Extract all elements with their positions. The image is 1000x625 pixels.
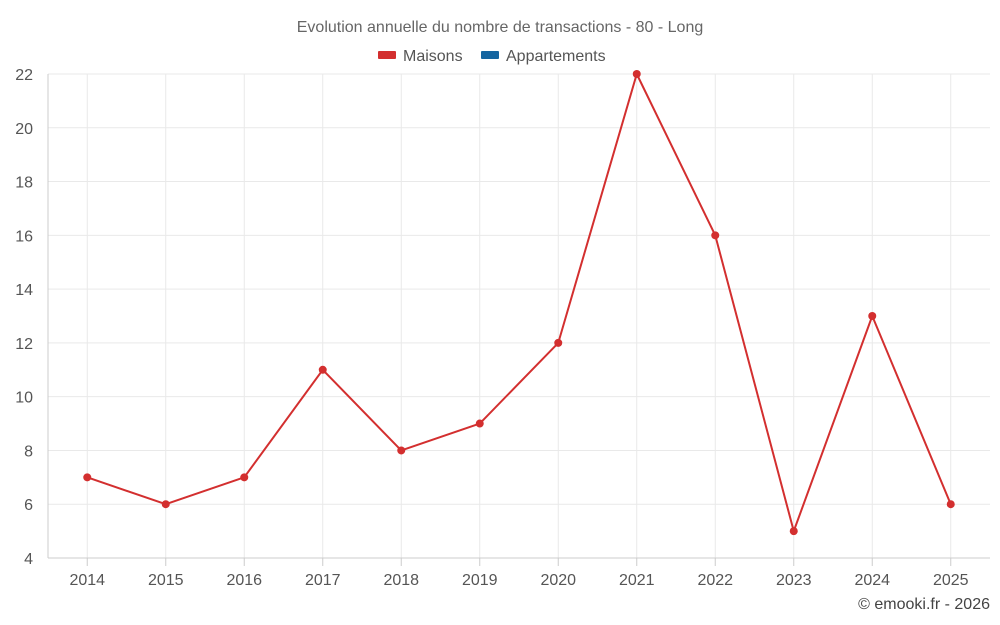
data-point[interactable] xyxy=(632,70,641,78)
data-point[interactable] xyxy=(397,446,406,455)
x-tick-label: 2024 xyxy=(854,572,890,589)
x-tick-label: 2015 xyxy=(148,572,184,589)
y-tick-label: 8 xyxy=(24,443,33,460)
chart-title: Evolution annuelle du nombre de transact… xyxy=(297,19,703,36)
y-tick-label: 20 xyxy=(15,121,33,138)
series-line-maisons xyxy=(86,73,952,533)
y-tick-label: 18 xyxy=(15,175,33,192)
data-point[interactable] xyxy=(161,500,170,509)
credit-text: © emooki.fr - 2026 xyxy=(858,596,990,613)
x-tick-label: 2018 xyxy=(383,572,419,589)
x-tick-label: 2014 xyxy=(69,572,105,589)
data-point[interactable] xyxy=(475,419,484,428)
x-tick-label: 2023 xyxy=(776,572,812,589)
x-tick-label: 2022 xyxy=(697,572,733,589)
y-tick-label: 6 xyxy=(24,497,33,514)
data-point[interactable] xyxy=(240,473,249,482)
x-tick-label: 2021 xyxy=(619,572,655,589)
data-point[interactable] xyxy=(946,500,955,509)
y-tick-label: 22 xyxy=(15,67,33,84)
y-tick-label: 4 xyxy=(24,551,33,568)
x-tick-label: 2025 xyxy=(933,572,969,589)
legend-item-appartements[interactable]: Appartements xyxy=(481,48,606,65)
legend-item-maisons[interactable]: Maisons xyxy=(378,48,463,65)
y-tick-label: 14 xyxy=(15,282,33,299)
legend-swatch-maisons xyxy=(378,51,396,59)
legend: Maisons Appartements xyxy=(378,48,606,65)
data-point[interactable] xyxy=(868,312,877,320)
data-point[interactable] xyxy=(789,527,798,536)
legend-swatch-appartements xyxy=(481,51,499,59)
grid xyxy=(48,73,990,558)
series xyxy=(83,70,955,536)
x-tick-label: 2020 xyxy=(540,572,576,589)
data-point[interactable] xyxy=(711,231,720,240)
y-tick-label: 12 xyxy=(15,336,33,353)
y-tick-label: 10 xyxy=(15,390,33,407)
data-point[interactable] xyxy=(318,365,327,374)
legend-label-maisons: Maisons xyxy=(403,48,463,65)
y-tick-label: 16 xyxy=(15,228,33,245)
x-tick-label: 2019 xyxy=(462,572,498,589)
legend-label-appartements: Appartements xyxy=(506,48,606,65)
data-point[interactable] xyxy=(554,338,563,347)
data-point[interactable] xyxy=(83,473,92,482)
x-tick-label: 2017 xyxy=(305,572,341,589)
x-tick-label: 2016 xyxy=(226,572,262,589)
